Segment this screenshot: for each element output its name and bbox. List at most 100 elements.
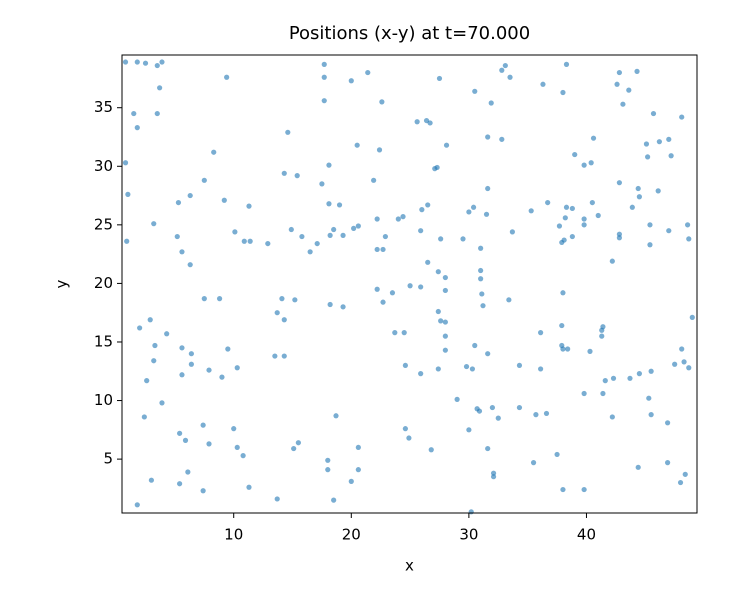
point [581,162,587,168]
point [425,202,431,208]
point [665,460,671,466]
point [246,484,252,490]
point [134,502,140,508]
point [294,173,300,179]
point [307,249,313,255]
point [333,413,339,419]
point [241,238,247,244]
point [463,363,470,370]
point [599,333,605,339]
point [528,208,534,214]
point [331,497,337,503]
point [543,410,550,417]
chart-title: Positions (x-y) at t=70.000 [289,23,530,44]
point [159,59,165,65]
point [666,228,672,234]
point [682,471,688,477]
point [274,310,280,316]
point [295,440,301,446]
point [200,488,206,494]
point [442,319,448,325]
point [331,226,337,233]
point [274,496,280,502]
point [234,365,240,371]
point [402,426,408,432]
point [466,427,472,433]
point [435,269,441,275]
point [545,199,551,206]
point [188,351,194,357]
point [499,67,505,73]
point [407,283,413,289]
point [279,296,285,302]
point [418,371,424,377]
point [616,180,622,186]
point [588,160,594,166]
point [151,358,157,364]
point [164,331,170,337]
point [516,362,523,369]
point [314,240,320,247]
point [569,205,575,212]
x-tick-label: 10 [224,526,243,544]
point [177,430,183,436]
point [200,422,206,428]
point [488,100,494,106]
point [157,85,163,91]
point [478,245,484,251]
point [232,229,238,235]
point [124,238,130,244]
point [590,135,597,141]
point [428,447,434,453]
point [321,74,327,80]
point [666,136,672,142]
point [559,322,565,329]
point [185,469,191,475]
point [509,229,515,235]
point [681,359,687,365]
point [442,333,448,339]
point [648,412,654,418]
point [506,297,512,303]
point [665,420,671,426]
point [234,444,240,451]
point [485,134,491,140]
y-tick-label: 15 [94,332,113,350]
point [587,348,593,354]
point [221,197,227,203]
point [272,353,278,359]
point [483,211,490,217]
point [365,69,371,76]
point [355,444,361,451]
point [402,362,408,369]
point [469,366,476,372]
point [281,317,287,323]
point [206,441,212,447]
point [479,291,485,297]
point [125,191,131,197]
point [684,222,691,228]
point [679,114,685,120]
point [616,69,622,76]
point [609,258,615,264]
y-tick-label: 30 [94,157,113,175]
point [468,509,474,515]
point [643,141,650,147]
point [476,408,483,414]
point [179,372,185,378]
point [595,212,601,219]
point [281,353,287,359]
point [648,368,654,374]
point [326,162,332,168]
point [565,346,571,352]
point [154,110,160,117]
point [380,246,386,253]
point [154,62,160,69]
point [436,75,443,82]
point [581,222,587,228]
point [636,371,642,377]
point [414,119,420,125]
point [137,325,143,331]
y-axis-label: y [53,279,71,288]
